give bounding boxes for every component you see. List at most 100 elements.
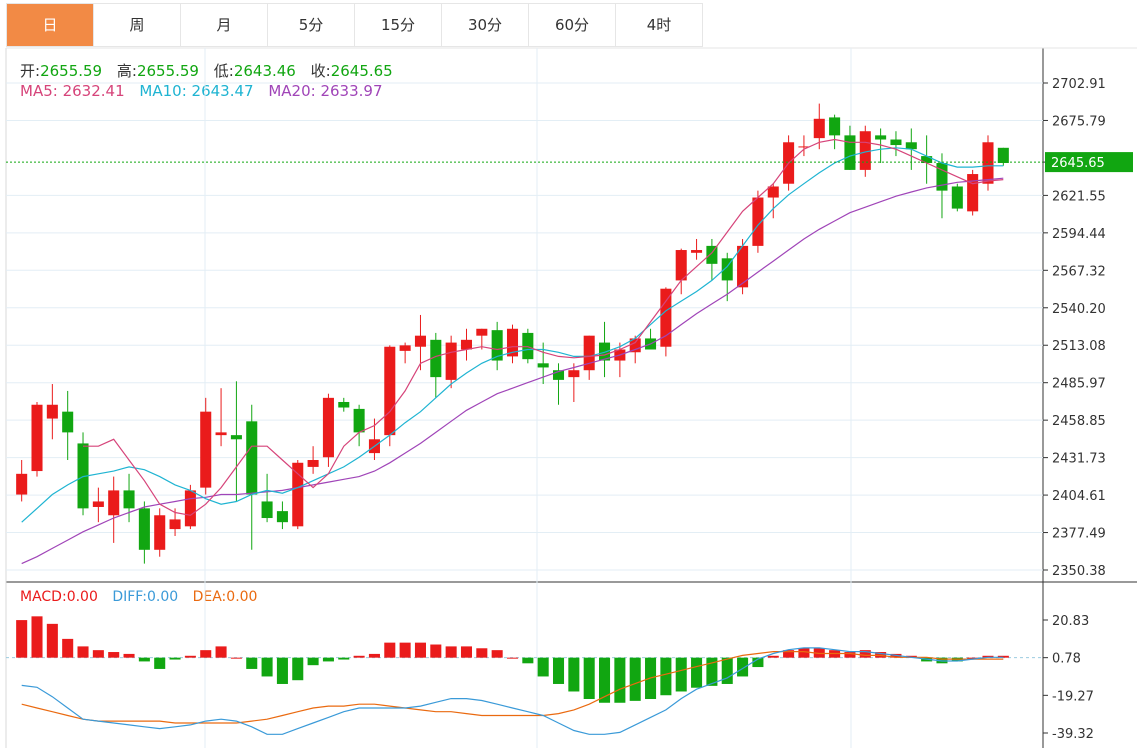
macd-tick-label: -39.32	[1052, 727, 1094, 742]
tab-1[interactable]: 周	[94, 4, 181, 46]
macd-bar	[859, 650, 871, 658]
macd-bar	[154, 657, 166, 669]
macd-bar	[246, 657, 258, 669]
candle	[307, 446, 319, 474]
price-tick-label: 2350.38	[1052, 564, 1106, 579]
tab-7[interactable]: 4时	[616, 4, 703, 46]
macd-bar	[737, 657, 749, 677]
candle-body	[200, 411, 212, 488]
candle-body	[491, 330, 503, 361]
period-tabs: 日周月 5分 15分 30分 60分 4时	[6, 3, 703, 47]
candle-body	[583, 335, 595, 371]
macd-bar	[31, 616, 43, 658]
candle-body	[552, 370, 565, 380]
candle	[951, 183, 963, 212]
candle	[798, 135, 810, 157]
candle	[875, 128, 887, 163]
candle	[108, 476, 120, 543]
candle-body	[875, 135, 887, 140]
macd-bar	[353, 655, 365, 658]
macd-bar	[261, 657, 273, 677]
tab-3[interactable]: 5分	[268, 4, 355, 46]
candle	[921, 135, 933, 184]
candle-body	[414, 335, 426, 347]
price-tick-label: 2404.61	[1052, 489, 1106, 504]
candle	[246, 404, 258, 550]
candle	[982, 135, 994, 191]
price-tick-label: 2377.49	[1052, 527, 1106, 542]
candle	[506, 324, 519, 364]
macd-bar	[660, 657, 672, 696]
price-tick-label: 2621.55	[1052, 189, 1106, 204]
candle	[322, 393, 334, 467]
macd-bar	[123, 653, 135, 658]
candle	[583, 335, 595, 380]
candle-body	[276, 511, 288, 523]
macd-bar	[752, 657, 764, 668]
candle-body	[675, 250, 687, 281]
candle	[184, 484, 196, 530]
candle-body	[31, 404, 43, 472]
macd-bar	[706, 657, 718, 686]
candle-body	[829, 117, 841, 136]
price-tick-label: 2431.73	[1052, 452, 1106, 467]
candle	[967, 169, 979, 216]
macd-value: 0.00	[66, 589, 98, 605]
candle	[445, 335, 457, 389]
macd-bar	[537, 657, 549, 677]
candle-body	[215, 432, 227, 436]
candle-body	[537, 363, 549, 368]
candle-body	[522, 332, 534, 360]
candle-body	[123, 490, 135, 509]
candle-body	[138, 508, 150, 550]
ma5-value: 2632.41	[62, 82, 125, 100]
candle	[16, 460, 28, 502]
candle-body	[967, 174, 979, 212]
tab-4[interactable]: 15分	[355, 4, 442, 46]
last-price-label: 2645.65	[1051, 156, 1105, 171]
candle-body	[844, 135, 856, 170]
high-value: 2655.59	[136, 62, 199, 80]
candle-body	[292, 462, 304, 527]
candle	[660, 287, 672, 357]
macd-bar	[691, 657, 703, 688]
ma10-label: MA10:	[139, 82, 187, 100]
candle-body	[16, 473, 28, 495]
diff-value: 0.00	[146, 589, 179, 605]
tab-5[interactable]: 30分	[442, 4, 529, 46]
macd-bar	[215, 646, 227, 658]
macd-bar	[783, 650, 795, 658]
last-price-badge	[1045, 152, 1133, 173]
candle-body	[997, 147, 1009, 163]
candle-body	[246, 421, 258, 495]
tab-6[interactable]: 60分	[529, 4, 616, 46]
open-label: 开:	[20, 62, 41, 80]
candle-body	[568, 370, 580, 378]
candle-body	[721, 258, 733, 281]
macd-bar	[568, 657, 580, 692]
candle-body	[154, 515, 166, 550]
macd-bar	[16, 620, 28, 658]
candle	[476, 328, 488, 350]
macd-bar	[967, 657, 979, 659]
tab-2[interactable]: 月	[181, 4, 268, 46]
candle-body	[261, 501, 273, 519]
price-tick-label: 2702.91	[1052, 77, 1106, 92]
candle-body	[813, 118, 825, 139]
candle	[215, 388, 227, 447]
candle-body	[230, 435, 242, 440]
candle	[491, 321, 503, 371]
macd-bar	[522, 657, 534, 664]
candle	[138, 501, 150, 564]
macd-bar	[629, 657, 641, 701]
candle-body	[767, 186, 779, 198]
dea-label: DEA:	[192, 589, 227, 605]
macd-bar	[92, 650, 104, 658]
dea-line	[21, 650, 1004, 724]
macd-bar	[138, 657, 150, 662]
tab-0[interactable]: 日	[7, 4, 94, 46]
macd-bar	[200, 650, 212, 658]
macd-bar	[276, 657, 288, 684]
candle	[62, 390, 74, 461]
